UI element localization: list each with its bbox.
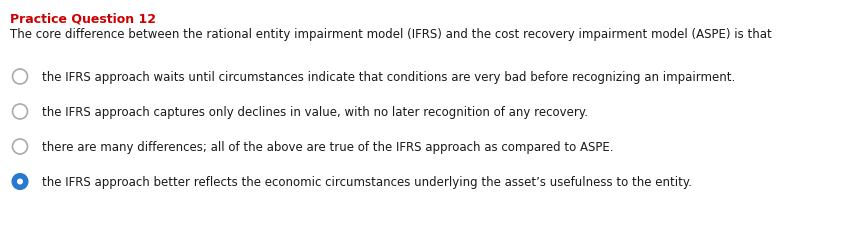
Ellipse shape: [12, 139, 28, 154]
Ellipse shape: [12, 70, 28, 85]
Text: Practice Question 12: Practice Question 12: [10, 12, 156, 25]
Ellipse shape: [12, 174, 28, 189]
Text: the IFRS approach better reflects the economic circumstances underlying the asse: the IFRS approach better reflects the ec…: [42, 175, 692, 188]
Text: the IFRS approach waits until circumstances indicate that conditions are very ba: the IFRS approach waits until circumstan…: [42, 71, 735, 84]
Ellipse shape: [17, 179, 23, 185]
Text: the IFRS approach captures only declines in value, with no later recognition of : the IFRS approach captures only declines…: [42, 106, 588, 119]
Text: The core difference between the rational entity impairment model (IFRS) and the : The core difference between the rational…: [10, 28, 772, 41]
Text: there are many differences; all of the above are true of the IFRS approach as co: there are many differences; all of the a…: [42, 140, 614, 153]
Ellipse shape: [12, 105, 28, 119]
